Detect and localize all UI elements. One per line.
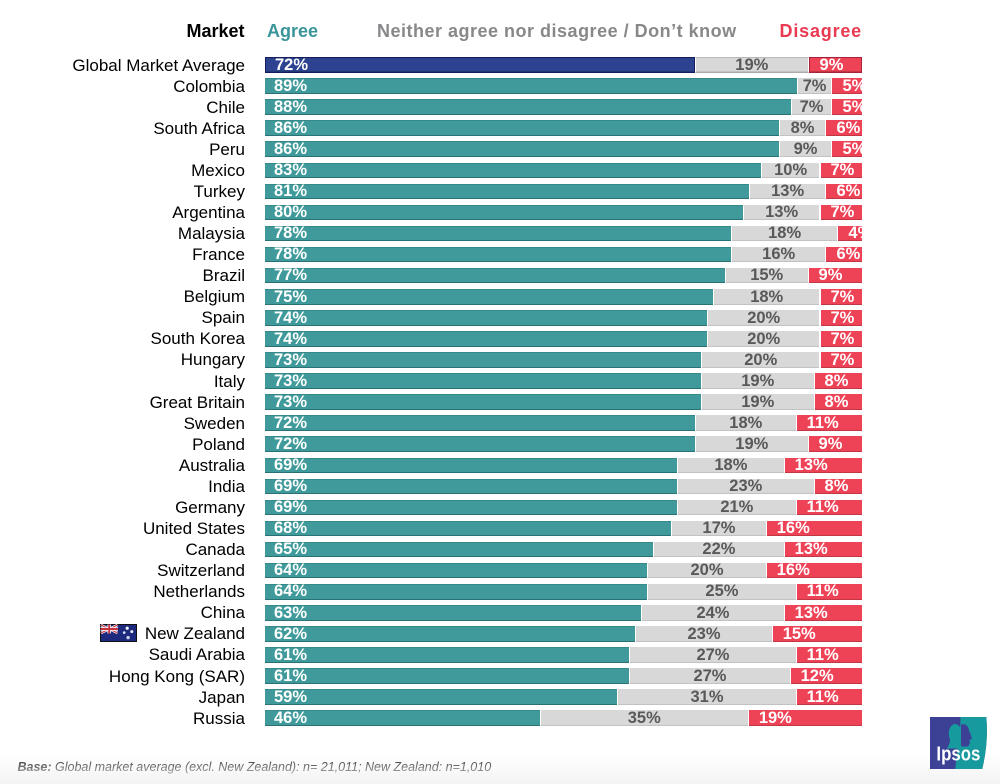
svg-text:Ipsos: Ipsos (936, 744, 980, 766)
